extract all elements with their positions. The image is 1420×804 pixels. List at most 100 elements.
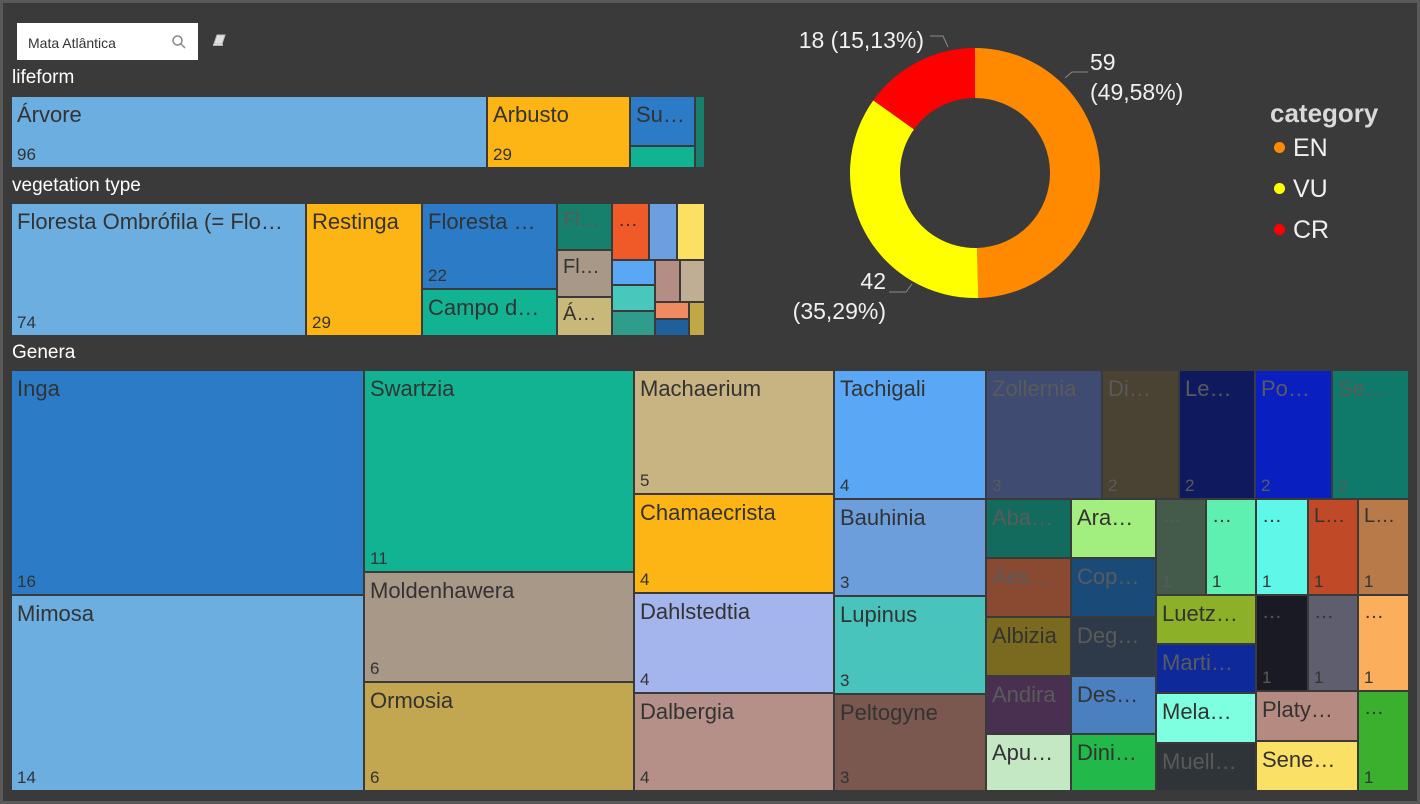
genera-cell-11[interactable]: Bauhinia 3 (834, 499, 986, 596)
genera-cell-30[interactable]: … 1 (1206, 499, 1256, 595)
genera-cell-36[interactable]: Mela… (1156, 693, 1256, 743)
genera-cell-9[interactable]: Dalbergia 4 (634, 693, 834, 791)
veg-cell-13[interactable] (680, 260, 705, 302)
cell-label: Inga (17, 376, 60, 401)
genera-cell-12[interactable]: Lupinus 3 (834, 596, 986, 694)
genera-cell-42[interactable]: Sene… (1256, 741, 1358, 791)
genera-cell-5[interactable]: Ormosia 6 (364, 682, 634, 791)
cell-value: 2 (1185, 476, 1195, 495)
donut-slice-cr[interactable] (873, 48, 975, 130)
veg-cell-1[interactable]: Floresta Ombrófila (= Flo… 74 (11, 203, 306, 336)
genera-cell-8[interactable]: Dahlstedtia 4 (634, 593, 834, 693)
genera-cell-39[interactable]: … 1 (1308, 595, 1358, 691)
genera-cell-10[interactable]: Tachigali 4 (834, 370, 986, 499)
legend-item-vu[interactable]: VU (1274, 175, 1328, 204)
genera-cell-3[interactable]: Swartzia 11 (364, 370, 634, 572)
cell-value: 1 (1162, 572, 1172, 591)
veg-cell-18[interactable] (689, 302, 705, 336)
genera-cell-7[interactable]: Chamaecrista 4 (634, 494, 834, 593)
genera-cell-14[interactable]: Zollernia 3 (986, 370, 1102, 499)
genera-cell-38[interactable]: … 1 (1256, 595, 1308, 691)
veg-cell-10[interactable] (677, 203, 705, 260)
genera-cell-23[interactable]: Albizia (986, 617, 1071, 676)
eraser-icon[interactable] (211, 33, 229, 47)
genera-cell-37[interactable]: Muell… (1156, 743, 1256, 791)
veg-cell-16[interactable] (612, 311, 655, 336)
cell-label: Dalbergia (640, 699, 735, 724)
genera-cell-13[interactable]: Peltogyne 3 (834, 694, 986, 791)
veg-cell-9[interactable] (649, 203, 677, 260)
genera-cell-18[interactable]: Se… 2 (1332, 370, 1409, 499)
legend-label: EN (1293, 134, 1328, 162)
genera-cell-33[interactable]: L… 1 (1358, 499, 1409, 595)
cell-value: 6 (370, 768, 380, 787)
genera-cell-15[interactable]: Di… 2 (1102, 370, 1179, 499)
vegetation-type-title: vegetation type (12, 175, 141, 196)
genera-cell-25[interactable]: Andira (986, 676, 1071, 734)
legend-item-cr[interactable]: CR (1274, 216, 1329, 245)
donut-slice-vu[interactable] (850, 100, 979, 298)
cell-label: Se… (1338, 376, 1387, 401)
legend-marker (1274, 223, 1285, 235)
cell-label: Platy… (1262, 697, 1333, 722)
veg-cell-5[interactable]: Fl… (557, 203, 612, 250)
veg-cell-17[interactable] (655, 319, 689, 336)
genera-cell-22[interactable]: Cop… (1071, 558, 1156, 617)
genera-treemap[interactable]: Inga 16 Mimosa 14 Swartzia 11 Moldenhawera 6 Orm… (11, 370, 1409, 791)
veg-cell-12[interactable] (655, 260, 680, 302)
legend-label: CR (1293, 216, 1330, 244)
vegetation-type-treemap[interactable]: Floresta Ombrófila (= Flo… 74 Restinga 29 Fl… (11, 203, 705, 336)
cell-label: Tachigali (840, 376, 926, 401)
genera-cell-31[interactable]: … 1 (1256, 499, 1308, 595)
lifeform-cell-4[interactable] (630, 146, 695, 168)
genera-cell-26[interactable]: Des… (1071, 676, 1156, 734)
genera-cell-35[interactable]: Marti… (1156, 644, 1256, 693)
genera-cell-17[interactable]: Po… 2 (1255, 370, 1332, 499)
genera-cell-43[interactable]: … 1 (1358, 691, 1409, 791)
genera-cell-1[interactable]: Inga 16 (11, 370, 364, 595)
cell-label: Le… (1185, 376, 1232, 401)
genera-cell-21[interactable]: Aes… (986, 558, 1071, 617)
genera-cell-27[interactable]: Apu… (986, 734, 1071, 791)
search-input-value[interactable]: Mata Atlântica (28, 35, 116, 51)
lifeform-cell-2[interactable]: Arbusto 29 (487, 96, 630, 168)
search-slicer[interactable]: Mata Atlântica (17, 23, 198, 60)
veg-cell-3[interactable]: Floresta … 22 (422, 203, 557, 289)
genera-cell-19[interactable]: Aba… (986, 499, 1071, 558)
genera-cell-24[interactable]: Deg… (1071, 617, 1156, 676)
cell-label: Mela… (1162, 699, 1232, 724)
veg-cell-11[interactable] (612, 260, 655, 285)
genera-cell-34[interactable]: Luetz… (1156, 595, 1256, 644)
veg-cell-2[interactable]: Restinga 29 (306, 203, 422, 336)
genera-cell-32[interactable]: L… 1 (1308, 499, 1358, 595)
genera-cell-28[interactable]: Dini… (1071, 734, 1156, 791)
search-icon[interactable] (171, 34, 187, 50)
genera-cell-6[interactable]: Machaerium 5 (634, 370, 834, 494)
lifeform-cell-1[interactable]: Árvore 96 (11, 96, 487, 168)
cell-value: 4 (640, 570, 650, 589)
lifeform-treemap[interactable]: Árvore 96 Arbusto 29 Su… (11, 96, 705, 168)
cell-value: 1 (1314, 668, 1324, 687)
cell-label: Di… (1108, 376, 1151, 401)
legend-item-en[interactable]: EN (1274, 134, 1328, 163)
genera-cell-16[interactable]: Le… 2 (1179, 370, 1255, 499)
cell-label: Swartzia (370, 376, 455, 401)
genera-cell-20[interactable]: Ara… (1071, 499, 1156, 558)
cell-label: Á… (563, 303, 597, 325)
cell-value: 74 (17, 313, 36, 332)
donut-slice-en[interactable] (975, 47, 1101, 298)
veg-cell-7[interactable]: Á… (557, 297, 612, 336)
genera-cell-4[interactable]: Moldenhawera 6 (364, 572, 634, 682)
veg-cell-14[interactable] (612, 285, 655, 311)
genera-cell-2[interactable]: Mimosa 14 (11, 595, 364, 791)
genera-cell-41[interactable]: Platy… (1256, 691, 1358, 741)
lifeform-cell-5[interactable] (695, 96, 705, 168)
veg-cell-15[interactable] (655, 302, 689, 319)
veg-cell-6[interactable]: Fl… (557, 250, 612, 297)
veg-cell-4[interactable]: Campo d… (422, 289, 557, 336)
lifeform-cell-3[interactable]: Su… (630, 96, 695, 146)
genera-cell-40[interactable]: … 1 (1358, 595, 1409, 691)
genera-cell-29[interactable]: … 1 (1156, 499, 1206, 595)
veg-cell-8[interactable]: … (612, 203, 649, 260)
